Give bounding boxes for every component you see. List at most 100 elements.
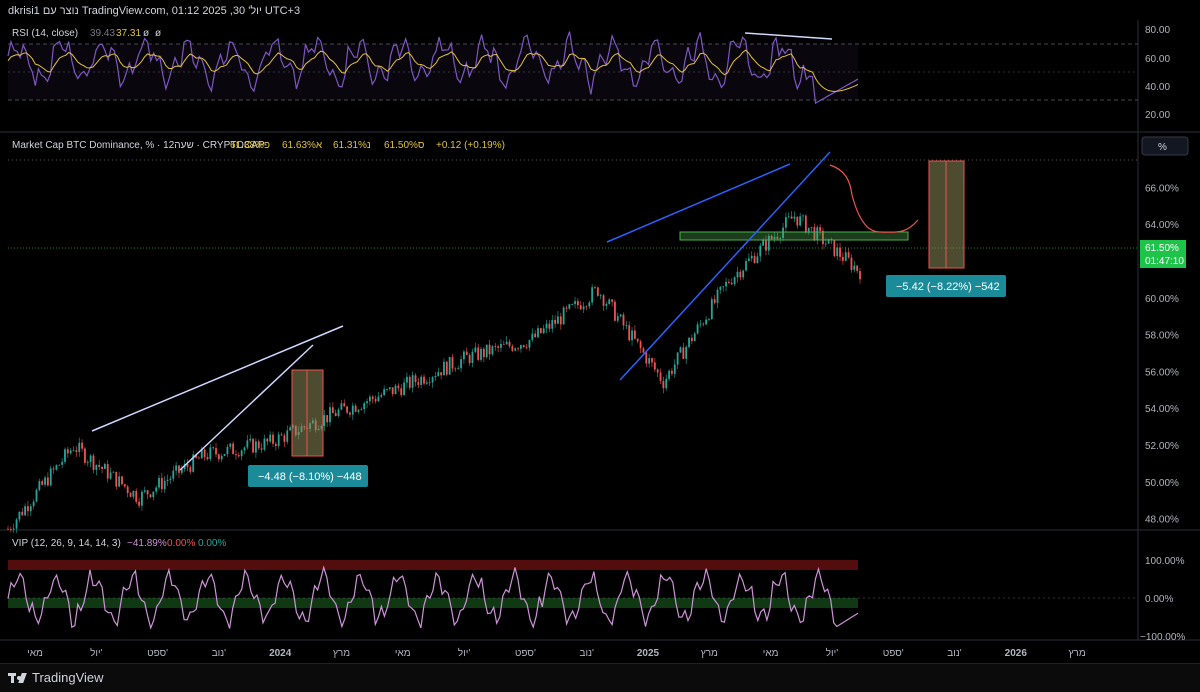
rsi-tick-60: 60.00	[1145, 54, 1170, 65]
candle-body	[651, 358, 653, 363]
candle-body	[688, 337, 690, 347]
candle-body	[223, 454, 226, 456]
vip-value-1: −41.89%	[127, 538, 167, 549]
candle-body	[69, 450, 72, 454]
candle-body	[106, 464, 109, 479]
candle-body	[286, 430, 289, 442]
candle-body	[443, 361, 445, 376]
main-tick-3: 60.00%	[1145, 294, 1179, 305]
candle-body	[84, 448, 86, 463]
candle-body	[366, 401, 368, 404]
tradingview-logo[interactable]: TradingView	[8, 670, 104, 685]
candle-body	[596, 287, 599, 296]
candle-body	[420, 376, 423, 385]
candle-body	[810, 227, 813, 228]
candle-body	[360, 409, 363, 411]
candle-body	[451, 357, 454, 369]
candle-body	[713, 299, 716, 303]
candle-body	[437, 372, 440, 377]
candle-body	[522, 345, 525, 348]
candle-body	[796, 216, 799, 226]
main-title: Market Cap BTC Dominance, % · 12שעה · CR…	[12, 140, 265, 151]
candle-body	[377, 396, 380, 402]
candle-body	[471, 351, 474, 364]
main-tick-1: 64.00%	[1145, 220, 1179, 231]
vip-value-3: 0.00%	[198, 538, 226, 549]
percent-button[interactable]: %	[1141, 136, 1189, 156]
candle-body	[386, 388, 388, 390]
candle-body	[115, 471, 118, 487]
candle-body	[765, 240, 767, 251]
candle-body	[155, 487, 158, 492]
candle-body	[693, 333, 696, 342]
candle-body	[78, 442, 81, 453]
candle-body	[103, 464, 106, 469]
candle-body	[474, 347, 477, 352]
candle-body	[628, 325, 631, 341]
candle-body	[260, 448, 263, 450]
candle-body	[431, 377, 434, 383]
candle-body	[61, 461, 64, 465]
candle-body	[582, 306, 585, 310]
rsi-panel: RSI (14, close) 39.43 37.31 ø ø 80.00 60…	[7, 25, 1170, 121]
candle-body	[346, 406, 348, 413]
candle-body	[15, 519, 18, 529]
candle-body	[274, 443, 277, 446]
candle-body	[736, 271, 739, 278]
rsi-label: RSI (14, close)	[12, 28, 78, 39]
candle-body	[608, 299, 611, 304]
candle-body	[804, 215, 807, 233]
time-label-4: 2024	[269, 648, 292, 659]
candle-body	[58, 464, 61, 466]
vip-label: VIP (12, 26, 9, 14, 14, 3)	[12, 538, 121, 549]
candle-body	[859, 271, 861, 280]
time-label-8: ספט'	[515, 648, 536, 659]
candle-body	[662, 381, 665, 389]
candle-body	[163, 480, 166, 490]
wedge-upper-line-2	[606, 163, 791, 243]
candle-body	[101, 466, 103, 469]
candle-body	[856, 265, 859, 272]
candle-body	[334, 412, 337, 417]
candle-body	[505, 341, 508, 345]
wedge-lower-line-1	[179, 344, 314, 471]
candle-body	[72, 450, 75, 452]
candle-body	[192, 454, 195, 472]
candle-body	[129, 493, 132, 497]
candle-body	[55, 465, 58, 470]
candle-body	[579, 305, 582, 310]
main-tick-0: 66.00%	[1145, 183, 1179, 194]
candle-body	[212, 447, 215, 449]
candle-body	[802, 215, 804, 217]
candle-body	[676, 352, 679, 365]
price-tag-value: 61.50%	[1145, 243, 1179, 254]
candle-body	[639, 341, 642, 349]
candle-body	[585, 306, 588, 308]
candle-body	[86, 461, 89, 463]
candle-body	[178, 465, 180, 473]
candle-body	[380, 395, 383, 397]
candle-body	[822, 230, 824, 245]
time-label-9: נוב'	[579, 648, 593, 659]
candle-body	[189, 467, 192, 472]
vip-tick-100: 100.00%	[1145, 556, 1185, 567]
vip-panel: VIP (12, 26, 9, 14, 14, 3) −41.89% 0.00%…	[7, 538, 1185, 643]
candle-body	[403, 382, 405, 396]
candle-body	[123, 484, 126, 487]
rsi-value-main: 37.31	[116, 28, 141, 39]
candle-body	[468, 354, 471, 364]
candle-body	[18, 511, 21, 520]
candle-body	[149, 494, 152, 498]
candle-body	[659, 372, 662, 382]
time-label-1: יול'	[90, 647, 103, 659]
candle-body	[762, 240, 765, 246]
candle-body	[500, 343, 502, 348]
time-axis[interactable]: מאי יול' ספט' נוב' 2024 מרץ מאי יול' ספט' נוב' 202…	[27, 647, 1086, 659]
candle-body	[742, 270, 745, 278]
candle-body	[690, 337, 693, 342]
candle-body	[49, 468, 52, 486]
candle-body	[349, 412, 351, 415]
time-label-12: מאי	[763, 648, 779, 659]
